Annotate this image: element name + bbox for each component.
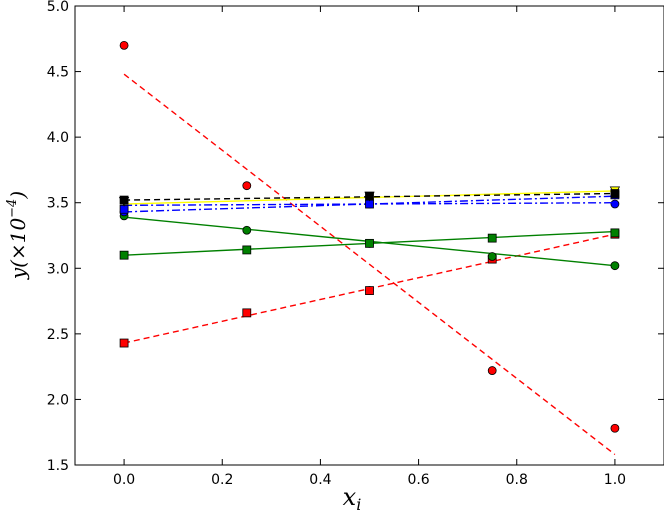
y-tick-label: 2.5 bbox=[47, 327, 69, 343]
x-tick-label: 0.8 bbox=[506, 472, 528, 488]
plot-frame bbox=[74, 5, 664, 466]
series-3-point bbox=[487, 233, 497, 243]
y-tick-label: 3.5 bbox=[47, 196, 69, 212]
x-tick-label: 0.2 bbox=[211, 472, 233, 488]
series-7-point bbox=[365, 191, 374, 201]
x-tick-label: 0.0 bbox=[113, 472, 135, 488]
series-4-point bbox=[610, 199, 620, 209]
series-7 bbox=[119, 189, 620, 205]
series-0 bbox=[119, 40, 620, 456]
series-3 bbox=[119, 228, 620, 260]
series-7-point bbox=[610, 189, 620, 198]
series-0-point bbox=[242, 181, 252, 191]
series-3-point bbox=[119, 250, 129, 260]
series-0-point bbox=[119, 40, 129, 50]
x-tick-label: 0.4 bbox=[309, 472, 331, 488]
ticks-layer: 0.0 0.2 0.4 0.6 0.8 1.0 1.5 2.0 2.5 3.0 3.5 4.0 4.5 5… bbox=[47, 0, 664, 488]
x-axis-label: xi bbox=[343, 483, 362, 514]
series-2-point bbox=[242, 225, 252, 235]
series-7-point bbox=[119, 195, 129, 205]
series-3-point bbox=[610, 228, 620, 238]
series-3-point bbox=[365, 238, 374, 248]
series-1-point bbox=[119, 338, 129, 348]
x-tick-label: 0.6 bbox=[407, 472, 429, 488]
y-tick-label: 4.5 bbox=[47, 65, 69, 81]
series-0-point bbox=[487, 366, 497, 375]
y-axis-label-exponent: −4 bbox=[5, 199, 20, 218]
y-tick-label: 4.0 bbox=[47, 130, 69, 146]
series-0-fit-line bbox=[123, 73, 616, 456]
series-3-point bbox=[242, 245, 252, 255]
y-tick-label: 1.5 bbox=[47, 458, 69, 474]
y-tick-label: 2.0 bbox=[47, 392, 69, 408]
y-axis-label: y(×10−4) bbox=[5, 191, 30, 280]
series-layer bbox=[118, 40, 621, 456]
x-tick-label: 1.0 bbox=[604, 472, 626, 488]
y-tick-label: 5.0 bbox=[47, 0, 69, 15]
series-1-point bbox=[242, 308, 252, 318]
series-2-point bbox=[487, 252, 497, 261]
y-axis-label-close: ) bbox=[6, 191, 30, 200]
series-1-point bbox=[365, 286, 374, 295]
y-tick-label: 3.0 bbox=[47, 261, 69, 277]
series-2-point bbox=[610, 261, 620, 271]
x-axis-label-subscript: i bbox=[356, 495, 361, 514]
series-0-point bbox=[610, 423, 620, 433]
